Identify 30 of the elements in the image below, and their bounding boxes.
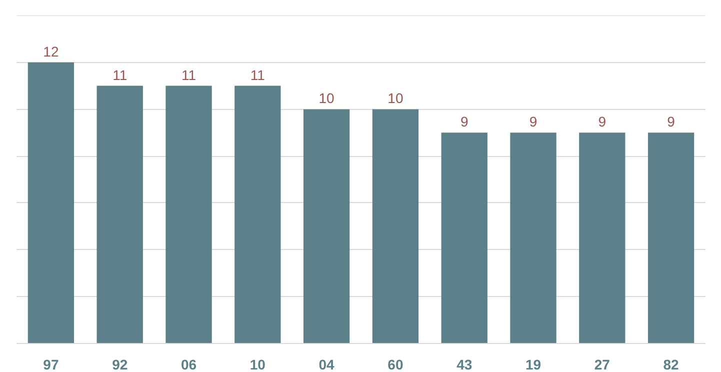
data-label: 11 (112, 66, 128, 83)
data-label: 9 (460, 114, 468, 130)
bar (648, 132, 694, 344)
x-tick-label: 92 (112, 356, 128, 372)
data-label: 11 (181, 66, 196, 83)
bar (28, 62, 74, 344)
data-label: 11 (250, 66, 266, 83)
data-label: 10 (318, 90, 335, 106)
bar (303, 109, 350, 344)
x-tick-label: 06 (180, 356, 197, 372)
bar (579, 132, 626, 344)
data-label: 12 (43, 43, 59, 60)
x-tick-label: 19 (525, 356, 542, 372)
x-tick-label: 27 (594, 356, 610, 372)
x-tick-label: 43 (456, 356, 472, 372)
bar (510, 132, 556, 344)
data-label: 9 (529, 114, 538, 130)
data-label: 9 (667, 114, 676, 130)
x-tick-label: 97 (43, 356, 59, 372)
data-label: 10 (388, 90, 404, 106)
x-tick-label: 82 (663, 356, 680, 372)
bar (166, 86, 212, 344)
bar (96, 86, 143, 344)
x-tick-label: 60 (388, 356, 404, 372)
x-tick-label: 10 (250, 356, 266, 372)
data-label: 9 (598, 114, 606, 130)
x-tick-label: 04 (318, 356, 335, 372)
bar (234, 86, 281, 344)
bar (372, 109, 419, 344)
bar (441, 132, 488, 344)
